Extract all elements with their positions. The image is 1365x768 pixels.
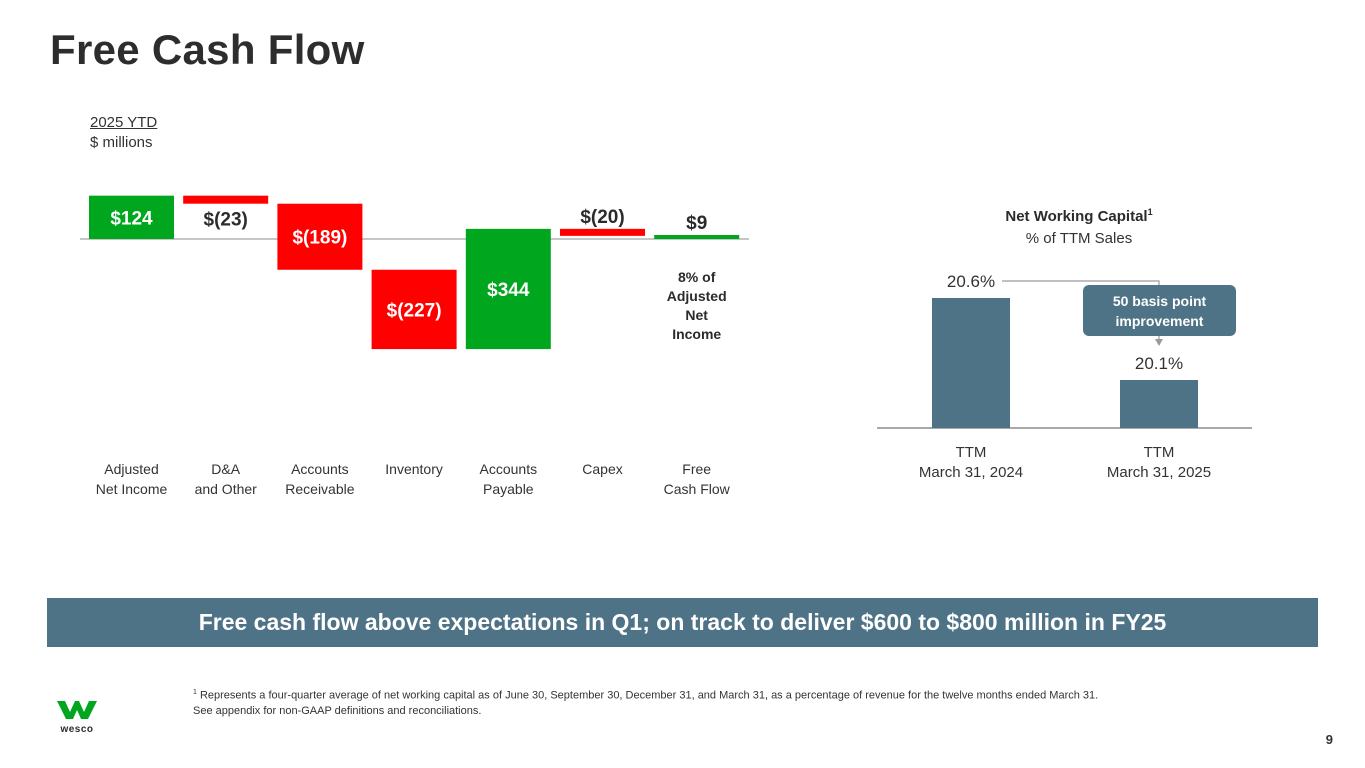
waterfall-chart: $124 Adjusted Net Income $(23) D&A and Other $… bbox=[80, 195, 749, 497]
waterfall-category-label: Accounts bbox=[480, 461, 538, 477]
nwc-category-label: March 31, 2024 bbox=[919, 464, 1023, 481]
fcf-note-line: 8% of bbox=[678, 269, 716, 285]
waterfall-category-label: Net Income bbox=[96, 481, 168, 497]
waterfall-category-label: Capex bbox=[582, 461, 622, 477]
waterfall-category-label: and Other bbox=[195, 481, 258, 497]
nwc-title: Net Working Capital1 bbox=[1005, 207, 1152, 225]
waterfall-value-label: $9 bbox=[686, 213, 707, 234]
waterfall-unit: $ millions bbox=[90, 134, 153, 151]
fcf-note-line: Adjusted bbox=[667, 288, 727, 304]
waterfall-value-label: $124 bbox=[110, 208, 153, 229]
waterfall-period: 2025 YTD bbox=[90, 114, 158, 131]
nwc-bar bbox=[932, 298, 1010, 428]
waterfall-bar bbox=[371, 269, 457, 350]
nwc-bar bbox=[1120, 380, 1198, 428]
nwc-chart: Net Working Capital1 % of TTM Sales 20.6% T… bbox=[877, 207, 1252, 481]
waterfall-bar bbox=[277, 203, 363, 270]
nwc-callout-box bbox=[1083, 285, 1236, 336]
waterfall-value-label: $344 bbox=[487, 280, 530, 301]
nwc-arrowhead bbox=[1155, 339, 1163, 346]
waterfall-category-label: Payable bbox=[483, 481, 534, 497]
key-message-banner: Free cash flow above expectations in Q1;… bbox=[47, 598, 1318, 647]
waterfall-bar bbox=[560, 228, 645, 236]
fcf-note-line: Income bbox=[672, 326, 721, 342]
page-title: Free Cash Flow bbox=[50, 26, 365, 73]
footnote-marker: 1 bbox=[193, 689, 197, 696]
wesco-logo: wesco bbox=[54, 700, 100, 735]
waterfall-value-label: $(227) bbox=[387, 300, 442, 321]
waterfall-bar bbox=[654, 235, 740, 239]
waterfall-category-label: Free bbox=[682, 461, 711, 477]
wesco-logo-text: wesco bbox=[60, 724, 94, 735]
footnote: 1 Represents a four-quarter average of n… bbox=[193, 685, 1098, 719]
nwc-subtitle: % of TTM Sales bbox=[1026, 230, 1132, 247]
waterfall-category-label: Inventory bbox=[385, 461, 443, 477]
nwc-callout-line: 50 basis point bbox=[1113, 293, 1207, 309]
waterfall-bar bbox=[183, 195, 269, 204]
waterfall-units: 2025 YTD $ millions bbox=[90, 113, 157, 153]
page-number: 9 bbox=[1325, 732, 1333, 747]
wesco-logo-mark bbox=[57, 701, 97, 719]
waterfall-value-label: $(23) bbox=[204, 210, 248, 231]
waterfall-value-label: $(189) bbox=[292, 228, 347, 249]
fcf-note-line: Net bbox=[685, 307, 708, 323]
nwc-value-label: 20.6% bbox=[947, 272, 995, 291]
footnote-line-2: See appendix for non-GAAP definitions an… bbox=[193, 704, 482, 717]
nwc-category-label: TTM bbox=[1144, 444, 1175, 461]
nwc-callout-line: improvement bbox=[1116, 313, 1204, 329]
waterfall-value-label: $(20) bbox=[580, 207, 624, 228]
footnote-line-1: 1 Represents a four-quarter average of n… bbox=[193, 685, 1098, 704]
nwc-title-footnote-marker: 1 bbox=[1148, 207, 1153, 217]
footnote-text: Represents a four-quarter average of net… bbox=[199, 689, 1099, 702]
waterfall-bar bbox=[465, 228, 551, 350]
waterfall-category-label: Accounts bbox=[291, 461, 349, 477]
waterfall-category-label: Receivable bbox=[285, 481, 354, 497]
waterfall-bar bbox=[89, 195, 174, 239]
waterfall-category-label: Adjusted bbox=[104, 461, 158, 477]
waterfall-category-label: Cash Flow bbox=[664, 481, 731, 497]
waterfall-category-label: D&A bbox=[211, 461, 240, 477]
nwc-value-label: 20.1% bbox=[1135, 354, 1183, 373]
nwc-category-label: TTM bbox=[956, 444, 987, 461]
nwc-category-label: March 31, 2025 bbox=[1107, 464, 1211, 481]
